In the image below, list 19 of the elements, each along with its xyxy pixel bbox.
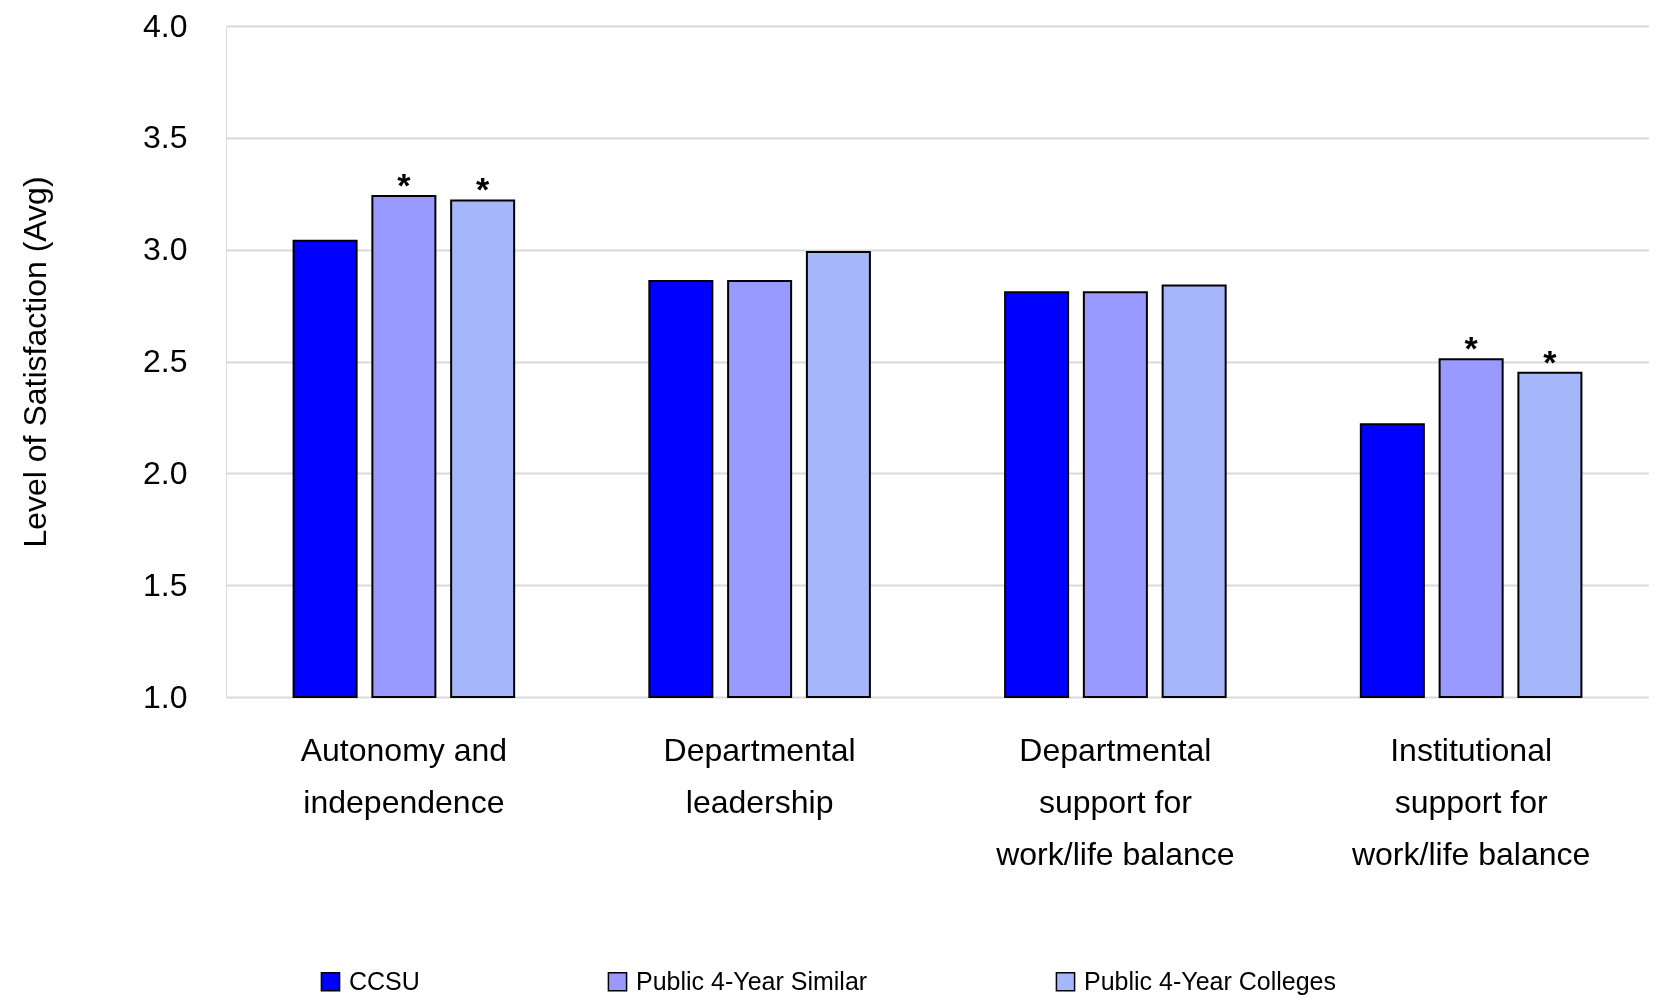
x-tick-label: Autonomy and independence — [300, 731, 508, 820]
y-tick-label: 3.0 — [143, 231, 188, 268]
x-tick-label: Institutional support for work/life balance — [1350, 731, 1591, 872]
y-tick-label: 3.5 — [143, 119, 188, 156]
legend-label: Public 4-Year Colleges — [1084, 966, 1337, 995]
data-label: * — [1543, 342, 1558, 381]
data-label: * — [397, 165, 412, 204]
y-tick-label: 2.5 — [143, 343, 188, 379]
legend-label: Public 4-Year Similar — [636, 966, 868, 995]
y-axis-title: Level of Satisfaction (Avg) — [17, 176, 54, 548]
x-tick-label: Departmental leadership — [663, 731, 856, 820]
y-tick-label: 1.0 — [143, 678, 188, 715]
x-tick-label: Departmental support for work/life balance — [995, 731, 1235, 872]
data-label: * — [1464, 329, 1479, 368]
legend-label: CCSU — [349, 966, 420, 995]
y-tick-label: 4.0 — [143, 7, 188, 44]
data-label: * — [476, 170, 491, 209]
y-tick-label: 1.5 — [143, 566, 188, 603]
y-tick-label: 2.0 — [143, 454, 188, 491]
